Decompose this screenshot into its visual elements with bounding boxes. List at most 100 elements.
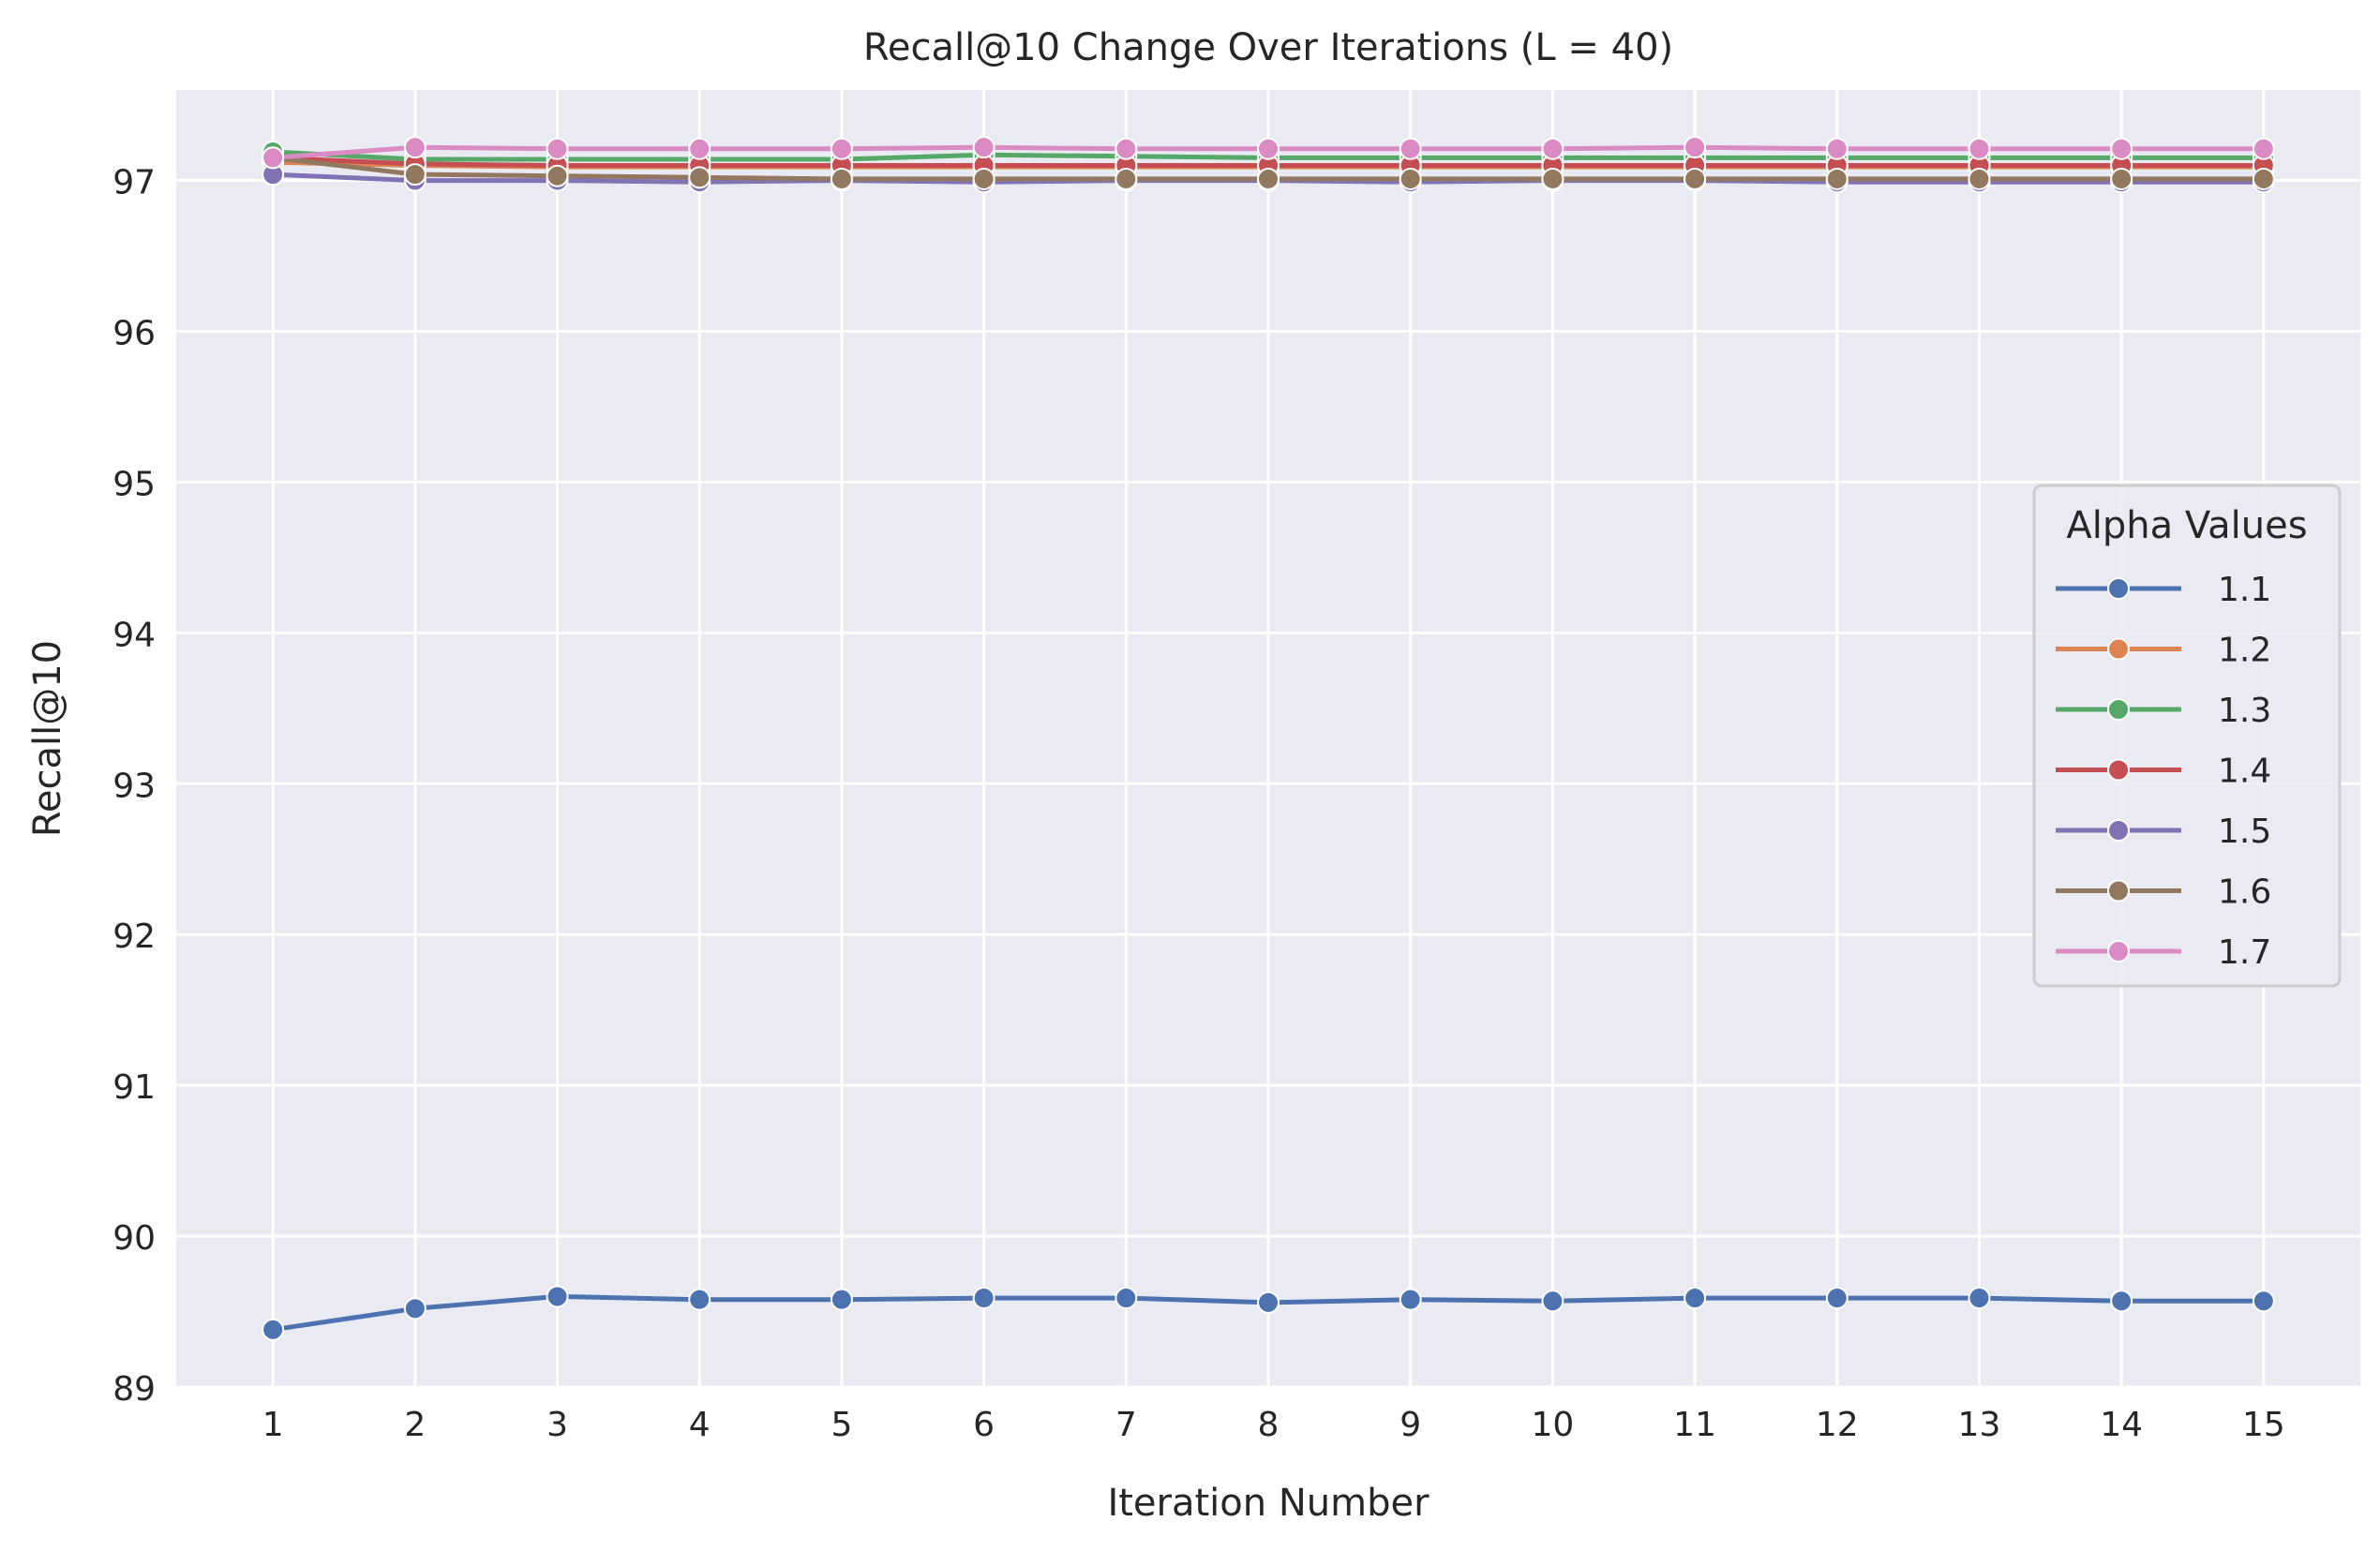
series-markers	[262, 136, 2275, 1341]
data-point	[2110, 1290, 2133, 1313]
legend-swatch-marker	[2107, 819, 2130, 842]
legend-swatch-marker	[2107, 879, 2130, 902]
x-tick-label: 3	[546, 1406, 568, 1444]
data-point	[1257, 167, 1280, 190]
legend-item: 1.4	[2056, 753, 2271, 791]
data-point	[1399, 167, 1422, 190]
y-tick-label: 92	[112, 917, 156, 956]
chart-title: Recall@10 Change Over Iterations (L = 40…	[863, 26, 1673, 69]
legend-label: 1.2	[2218, 632, 2271, 670]
legend-item: 1.3	[2056, 692, 2271, 730]
data-point	[830, 137, 853, 160]
legend-items: 1.1 1.2 1.3 1.4 1.5 1.6 1.7	[2056, 571, 2271, 972]
data-point	[1684, 136, 1707, 159]
data-point	[403, 1297, 427, 1320]
legend-swatch-marker	[2107, 637, 2130, 661]
data-point	[546, 164, 569, 187]
data-point	[688, 166, 711, 189]
data-point	[1684, 1287, 1707, 1310]
legend-frame	[2032, 484, 2342, 988]
legend-item: 1.1	[2056, 571, 2271, 609]
x-tick-label: 14	[2100, 1406, 2143, 1444]
legend-title: Alpha Values	[2066, 504, 2307, 547]
legend-swatch-marker	[2107, 758, 2130, 782]
data-point	[972, 1287, 995, 1310]
data-point	[1541, 1290, 1564, 1313]
data-point	[1968, 137, 1991, 160]
data-point	[262, 146, 285, 170]
y-tick-label: 93	[112, 767, 156, 805]
data-point	[2252, 137, 2275, 160]
data-point	[830, 1288, 853, 1311]
y-tick-label: 94	[112, 616, 156, 654]
legend-swatch-marker	[2107, 577, 2130, 600]
data-point	[1541, 167, 1564, 190]
legend-label: 1.1	[2218, 571, 2271, 609]
x-tick-label: 10	[1531, 1406, 1574, 1444]
x-tick-label: 1	[262, 1406, 284, 1444]
data-point	[1399, 1288, 1422, 1311]
data-point	[1968, 1287, 1991, 1310]
x-tick-label: 4	[689, 1406, 711, 1444]
data-point	[1684, 167, 1707, 190]
data-point	[2252, 1290, 2275, 1313]
legend-label: 1.6	[2218, 873, 2271, 912]
data-point	[1115, 137, 1138, 160]
x-tick-label: 11	[1673, 1406, 1716, 1444]
y-axis-label: Recall@10	[26, 640, 69, 837]
x-tick-label: 12	[1816, 1406, 1859, 1444]
data-point	[1115, 167, 1138, 190]
y-tick-label: 90	[112, 1219, 156, 1258]
x-tick-label: 7	[1115, 1406, 1137, 1444]
x-tick-label: 2	[404, 1406, 426, 1444]
data-point	[1257, 137, 1280, 160]
data-point	[403, 136, 427, 159]
x-tick-label: 15	[2242, 1406, 2285, 1444]
y-tick-label: 97	[112, 164, 156, 202]
y-tick-label: 95	[112, 465, 156, 503]
data-point	[1825, 167, 1849, 190]
grid	[176, 90, 2360, 1389]
x-tick-labels: 1 2 3 4 5 6 7 8 9 10 11 12 13 14 15	[262, 1406, 2285, 1444]
data-point	[830, 167, 853, 190]
x-tick-label: 6	[973, 1406, 995, 1444]
y-tick-label: 96	[112, 314, 156, 352]
y-tick-label: 91	[112, 1068, 156, 1107]
data-point	[1399, 137, 1422, 160]
legend-item: 1.6	[2056, 873, 2271, 912]
data-point	[972, 167, 995, 190]
x-tick-label: 13	[1958, 1406, 2001, 1444]
data-point	[688, 1288, 711, 1311]
data-point	[2252, 167, 2275, 190]
data-point	[546, 137, 569, 160]
data-point	[2110, 167, 2133, 190]
data-point	[1541, 137, 1564, 160]
data-point	[1825, 137, 1849, 160]
data-point	[546, 1285, 569, 1308]
y-tick-label: 89	[112, 1370, 156, 1409]
legend-label: 1.4	[2218, 753, 2271, 791]
x-tick-label: 5	[831, 1406, 852, 1444]
x-tick-label: 8	[1258, 1406, 1280, 1444]
legend-label: 1.7	[2218, 933, 2271, 972]
legend-label: 1.3	[2218, 692, 2271, 730]
data-point	[403, 163, 427, 186]
data-point	[1825, 1287, 1849, 1310]
x-axis-label: Iteration Number	[1107, 1482, 1429, 1525]
legend-item: 1.2	[2056, 632, 2271, 670]
data-point	[1257, 1290, 1280, 1314]
data-point	[1115, 1287, 1138, 1310]
legend-item: 1.7	[2056, 933, 2271, 972]
legend-item: 1.5	[2056, 813, 2271, 851]
data-point	[262, 1318, 285, 1341]
y-tick-labels: 89 90 91 92 93 94 95 96 97	[112, 164, 156, 1409]
legend-label: 1.5	[2218, 813, 2271, 851]
legend-swatch-marker	[2107, 940, 2130, 962]
data-point	[1968, 167, 1991, 190]
legend: Alpha Values 1.1 1.2 1.3 1.4 1.5 1.6 1.7	[2032, 484, 2342, 988]
data-point	[972, 136, 995, 159]
data-point	[688, 137, 711, 160]
legend-swatch-marker	[2107, 698, 2130, 721]
